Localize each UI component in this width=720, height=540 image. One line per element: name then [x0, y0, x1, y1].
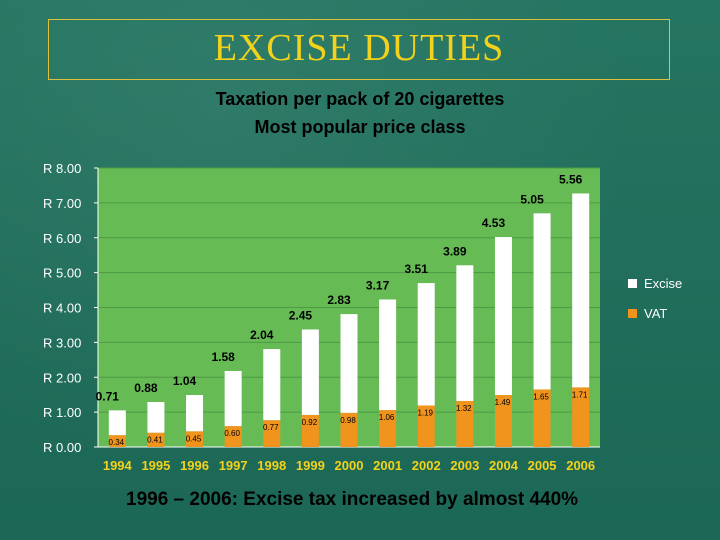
data-label-vat: 1.71 [572, 390, 588, 399]
data-label-vat: 0.77 [263, 423, 279, 432]
bar-vat [108, 435, 126, 447]
legend-label-excise: Excise [644, 276, 683, 291]
bar-excise [224, 370, 242, 427]
x-tick-label: 2000 [335, 458, 364, 473]
data-label-excise: 3.89 [443, 244, 467, 258]
x-tick-label: 1998 [257, 458, 286, 473]
chart-title: Taxation per pack of 20 cigarettes [215, 89, 505, 109]
x-tick-label: 2002 [412, 458, 441, 473]
data-label-excise: 4.53 [482, 216, 506, 230]
y-tick-label: R 7.00 [43, 196, 81, 211]
y-tick-label: R 5.00 [43, 266, 81, 281]
data-label-vat: 0.60 [224, 429, 240, 438]
legend-swatch-vat [628, 309, 637, 318]
bar-excise [494, 237, 512, 396]
x-tick-label: 1996 [180, 458, 209, 473]
bar-vat [340, 412, 358, 447]
chart-legend: Excise VAT [628, 275, 682, 335]
bar-vat [379, 410, 397, 447]
bar-excise [572, 193, 590, 388]
data-label-excise: 1.58 [211, 350, 235, 364]
data-label-excise: 2.04 [250, 328, 274, 342]
bar-vat [186, 431, 204, 447]
x-tick-label: 2004 [489, 458, 519, 473]
slide-title: EXCISE DUTIES [213, 27, 505, 69]
bar-vat [263, 420, 281, 447]
data-label-excise: 0.88 [134, 381, 158, 395]
bar-vat [456, 400, 474, 447]
y-tick-label: R 2.00 [43, 370, 81, 385]
data-label-excise: 2.83 [327, 293, 351, 307]
title-frame [48, 19, 670, 80]
bar-excise [147, 402, 165, 433]
data-label-vat: 1.49 [495, 398, 511, 407]
bar-excise [108, 410, 126, 436]
y-tick-label: R 3.00 [43, 335, 81, 350]
legend-item-vat: VAT [628, 305, 682, 322]
x-tick-label: 2006 [566, 458, 595, 473]
data-label-excise: 0.71 [96, 389, 120, 403]
data-label-excise: 5.56 [559, 172, 583, 186]
x-tick-label: 1997 [219, 458, 248, 473]
bar-excise [456, 265, 474, 401]
data-label-excise: 3.51 [405, 262, 429, 276]
bar-vat [494, 395, 512, 447]
data-label-vat: 0.92 [302, 418, 318, 427]
legend-item-excise: Excise [628, 275, 682, 292]
bar-vat [417, 405, 435, 447]
data-label-vat: 1.19 [417, 408, 433, 417]
data-label-excise: 2.45 [289, 308, 313, 322]
data-label-vat: 1.65 [533, 392, 549, 401]
bar-excise [186, 395, 204, 432]
y-tick-label: R 8.00 [43, 161, 81, 176]
y-tick-label: R 1.00 [43, 405, 81, 420]
x-tick-label: 2003 [450, 458, 479, 473]
bar-excise [340, 314, 358, 413]
data-label-excise: 1.04 [173, 374, 197, 388]
bar-vat [572, 387, 590, 447]
x-tick-label: 2005 [528, 458, 557, 473]
bar-excise [533, 213, 551, 390]
chart-subtitle: Most popular price class [254, 117, 466, 137]
bar-excise [263, 349, 281, 421]
data-label-vat: 0.45 [186, 434, 202, 443]
legend-label-vat: VAT [644, 306, 668, 321]
x-tick-label: 1994 [103, 458, 133, 473]
bar-vat [224, 426, 242, 447]
data-label-excise: 3.17 [366, 278, 390, 292]
data-label-excise: 5.05 [520, 192, 544, 206]
data-label-vat: 0.98 [340, 416, 356, 425]
bar-excise [301, 329, 319, 415]
y-tick-label: R 4.00 [43, 301, 81, 316]
bar-vat [147, 432, 165, 447]
data-label-vat: 0.34 [109, 438, 125, 447]
legend-swatch-excise [628, 279, 637, 288]
x-tick-label: 1999 [296, 458, 325, 473]
bar-excise [417, 283, 435, 406]
y-tick-label: R 0.00 [43, 440, 81, 455]
data-label-vat: 1.32 [456, 404, 472, 413]
data-label-vat: 1.06 [379, 413, 395, 422]
data-label-vat: 0.41 [147, 436, 163, 445]
bar-excise [379, 299, 397, 411]
x-tick-label: 1995 [141, 458, 170, 473]
x-tick-label: 2001 [373, 458, 402, 473]
bar-vat [301, 414, 319, 447]
footer-note: 1996 – 2006: Excise tax increased by alm… [126, 489, 579, 510]
bar-vat [533, 389, 551, 447]
y-tick-label: R 6.00 [43, 231, 81, 246]
